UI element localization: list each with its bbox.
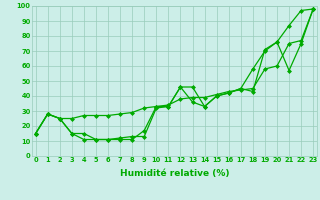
- X-axis label: Humidité relative (%): Humidité relative (%): [120, 169, 229, 178]
